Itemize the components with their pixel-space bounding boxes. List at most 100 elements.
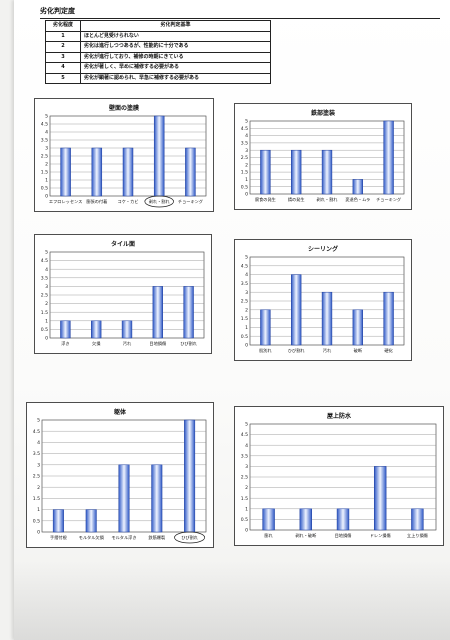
y-tick-label: 0.5 [41, 186, 48, 192]
bar [152, 286, 163, 339]
y-tick-label: 0 [245, 343, 248, 349]
bar [91, 147, 103, 197]
y-tick-label: 4 [245, 272, 248, 278]
y-tick-label: 3.5 [241, 453, 248, 459]
x-tick-label: エフロレッセンス [49, 199, 82, 204]
criteria-text: ほとんど見受けられない [80, 30, 271, 42]
bar [321, 149, 333, 195]
x-tick-label: コケ・カビ [118, 198, 139, 205]
bar [121, 320, 133, 339]
y-tick-label: 2.5 [33, 474, 40, 480]
bar [383, 291, 394, 346]
bar [336, 508, 350, 531]
y-tick-label: 1 [37, 507, 40, 513]
bar [299, 508, 313, 531]
y-tick-label: 1.5 [33, 496, 40, 502]
y-tick-label: 1.5 [41, 170, 48, 176]
bar [118, 464, 130, 533]
y-tick-label: 4.5 [241, 432, 248, 438]
bar [291, 274, 302, 346]
x-tick-label: 破断 [354, 347, 363, 354]
x-tick-label: 膨張の付着 [86, 198, 107, 205]
y-tick-label: 2.5 [41, 154, 48, 160]
bar [60, 320, 71, 339]
x-tick-label: チョーキング [376, 196, 401, 203]
y-tick-label: 1.5 [241, 170, 248, 176]
x-tick-label: ドレン損傷 [370, 532, 392, 539]
x-tick-label: 変退色・ムラ [345, 196, 370, 203]
chart-sealing: シーリング 0 0.5 1 1.5 2 2.5 3 3.5 4 4.5 5 肌別れ ひび割れ 汚れ 破断 硬化 [234, 239, 412, 361]
y-tick-label: 5 [45, 250, 48, 256]
bar [183, 286, 194, 339]
x-tick-label: 腐食の発生 [255, 196, 276, 203]
chart-title: シーリング [308, 245, 338, 253]
bar [383, 120, 394, 195]
x-tick-label: チョーキング [178, 198, 203, 205]
y-tick-label: 5 [245, 422, 248, 428]
y-tick-label: 5 [37, 418, 40, 424]
chart-title: 躯体 [113, 408, 127, 416]
y-tick-label: 4 [37, 440, 40, 446]
x-tick-label: ひび割れ [180, 340, 198, 347]
criteria-text: 劣化は進行しつつあるが、性能的に十分である [80, 41, 271, 53]
x-tick-label: ひび割れ [288, 347, 306, 354]
criteria-table: 劣化程度 劣化判定基準 1 ほとんど見受けられない 2 劣化は進行しつつあるが、… [45, 20, 271, 84]
y-tick-label: 2.5 [241, 299, 248, 305]
y-tick-label: 4 [45, 130, 48, 136]
y-tick-label: 3 [45, 146, 48, 152]
criteria-row: 2 劣化は進行しつつあるが、性能的に十分である [45, 41, 271, 53]
y-tick-label: 2 [45, 162, 48, 168]
bar [260, 309, 271, 346]
y-tick-label: 3.5 [241, 141, 248, 147]
criteria-level: 2 [45, 41, 81, 53]
y-tick-label: 1.5 [241, 316, 248, 322]
criteria-header-text: 劣化判定基準 [80, 20, 271, 32]
y-tick-label: 4 [245, 133, 248, 139]
x-tick-label: ひび割れ [181, 534, 199, 541]
y-tick-label: 1.5 [241, 496, 248, 502]
y-tick-label: 1 [245, 325, 248, 331]
bar [60, 147, 71, 197]
y-tick-label: 1.5 [41, 310, 48, 316]
criteria-level: 4 [45, 62, 81, 74]
x-tick-label: 手摺付根 [50, 534, 68, 541]
criteria-text: 劣化が顕著に認められ、早急に補修する必要がある [80, 72, 271, 84]
y-tick-label: 4.5 [41, 122, 48, 128]
bar [352, 179, 363, 195]
bar [52, 509, 64, 533]
y-tick-label: 3 [245, 464, 248, 470]
y-tick-label: 4.5 [241, 126, 248, 132]
y-tick-label: 4.5 [241, 263, 248, 269]
y-tick-label: 0 [45, 336, 48, 342]
bar [411, 508, 424, 531]
y-tick-label: 0.5 [241, 184, 248, 190]
x-tick-label: 立上り損傷 [407, 532, 429, 539]
y-tick-label: 3.5 [33, 451, 40, 457]
y-tick-label: 2.5 [241, 475, 248, 481]
chart-roof-waterproofing: 屋上防水 0 0.5 1 1.5 2 2.5 3 3.5 4 4.5 5 膨れ 剥れ・破断 目地損傷 ドレン損… [234, 406, 444, 546]
bar [352, 309, 363, 346]
y-tick-label: 0.5 [33, 518, 40, 524]
hand-drawn-circle-mark [174, 531, 206, 544]
y-tick-label: 3.5 [41, 138, 48, 144]
page-title: 劣化判定度 [40, 6, 440, 19]
y-tick-label: 2 [37, 485, 40, 491]
x-tick-label: 剥れ・割れ [149, 198, 171, 205]
criteria-row: 3 劣化が進行しており、補修の時期にきている [45, 51, 271, 63]
y-tick-label: 1 [45, 318, 48, 324]
criteria-level: 3 [45, 51, 81, 63]
x-tick-label: 浮き [61, 340, 69, 346]
y-tick-label: 3.5 [41, 275, 48, 281]
bar [151, 464, 163, 533]
criteria-header-row: 劣化程度 劣化判定基準 [45, 20, 271, 32]
y-tick-label: 3 [45, 284, 48, 290]
x-tick-label: 汚れ [123, 340, 132, 347]
criteria-level: 5 [45, 72, 81, 84]
y-tick-label: 4.5 [33, 429, 40, 435]
hand-drawn-circle-mark [144, 195, 174, 208]
y-tick-label: 4 [245, 443, 248, 449]
y-tick-label: 2 [245, 162, 248, 168]
y-tick-label: 0 [245, 192, 248, 198]
bar [85, 509, 97, 533]
y-tick-label: 5 [245, 119, 248, 125]
